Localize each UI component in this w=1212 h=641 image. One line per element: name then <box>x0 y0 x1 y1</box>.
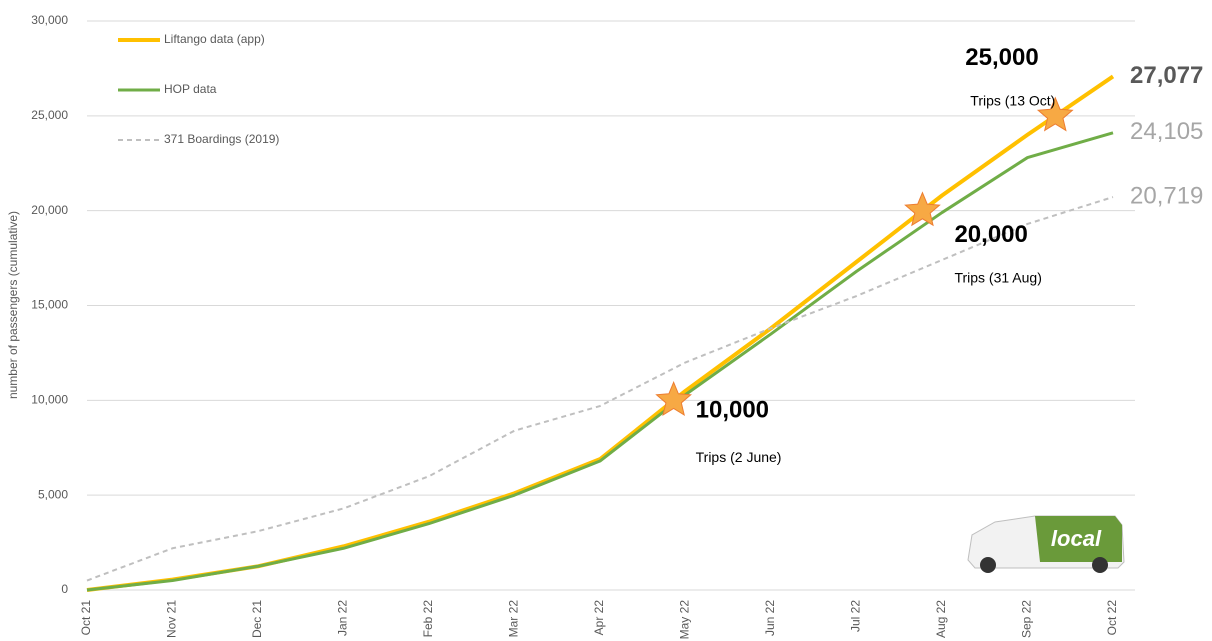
x-tick-label: Dec 21 <box>250 600 264 638</box>
x-tick-label: Jun 22 <box>763 600 777 636</box>
legend-label: HOP data <box>164 82 217 96</box>
x-tick-label: Nov 21 <box>165 600 179 638</box>
series-line <box>87 133 1113 590</box>
x-tick-label: Sep 22 <box>1020 600 1034 638</box>
y-tick-label: 15,000 <box>31 298 68 312</box>
milestone-label: 20,000 <box>954 221 1027 248</box>
legend-label: 371 Boardings (2019) <box>164 132 279 146</box>
y-tick-label: 30,000 <box>31 13 68 27</box>
x-tick-label: Oct 21 <box>79 600 93 636</box>
van-logo: local <box>1051 526 1102 551</box>
milestone-note: Trips (2 June) <box>696 449 782 465</box>
end-value-label: 20,719 <box>1130 182 1203 209</box>
x-tick-label: Oct 22 <box>1105 600 1119 636</box>
series-line <box>87 76 1113 590</box>
milestone-note: Trips (13 Oct) <box>970 93 1055 109</box>
page: {"chart_data": { "type": "line", "y_labe… <box>0 0 1212 641</box>
x-tick-label: Jan 22 <box>336 600 350 636</box>
legend-label: Liftango data (app) <box>164 32 265 46</box>
y-tick-label: 0 <box>61 582 68 596</box>
milestone-label: 10,000 <box>696 397 769 424</box>
end-value-label: 27,077 <box>1130 62 1203 89</box>
van-illustration: local <box>968 516 1124 573</box>
end-value-label: 24,105 <box>1130 118 1203 145</box>
x-tick-label: Apr 22 <box>592 600 606 636</box>
x-tick-label: Feb 22 <box>421 600 435 638</box>
milestone-label: 25,000 <box>965 44 1038 71</box>
chart: number of passengers (cumulative) local … <box>0 0 1212 641</box>
x-tick-label: May 22 <box>678 600 692 640</box>
y-tick-label: 20,000 <box>31 203 68 217</box>
milestone-note: Trips (31 Aug) <box>954 269 1041 285</box>
series-line <box>87 197 1113 580</box>
x-tick-label: Jul 22 <box>849 600 863 632</box>
y-tick-label: 10,000 <box>31 393 68 407</box>
y-tick-label: 5,000 <box>38 487 68 501</box>
y-tick-label: 25,000 <box>31 108 68 122</box>
y-axis-title: number of passengers (cumulative) <box>6 211 20 399</box>
x-tick-label: Aug 22 <box>934 600 948 638</box>
x-tick-label: Mar 22 <box>507 600 521 638</box>
